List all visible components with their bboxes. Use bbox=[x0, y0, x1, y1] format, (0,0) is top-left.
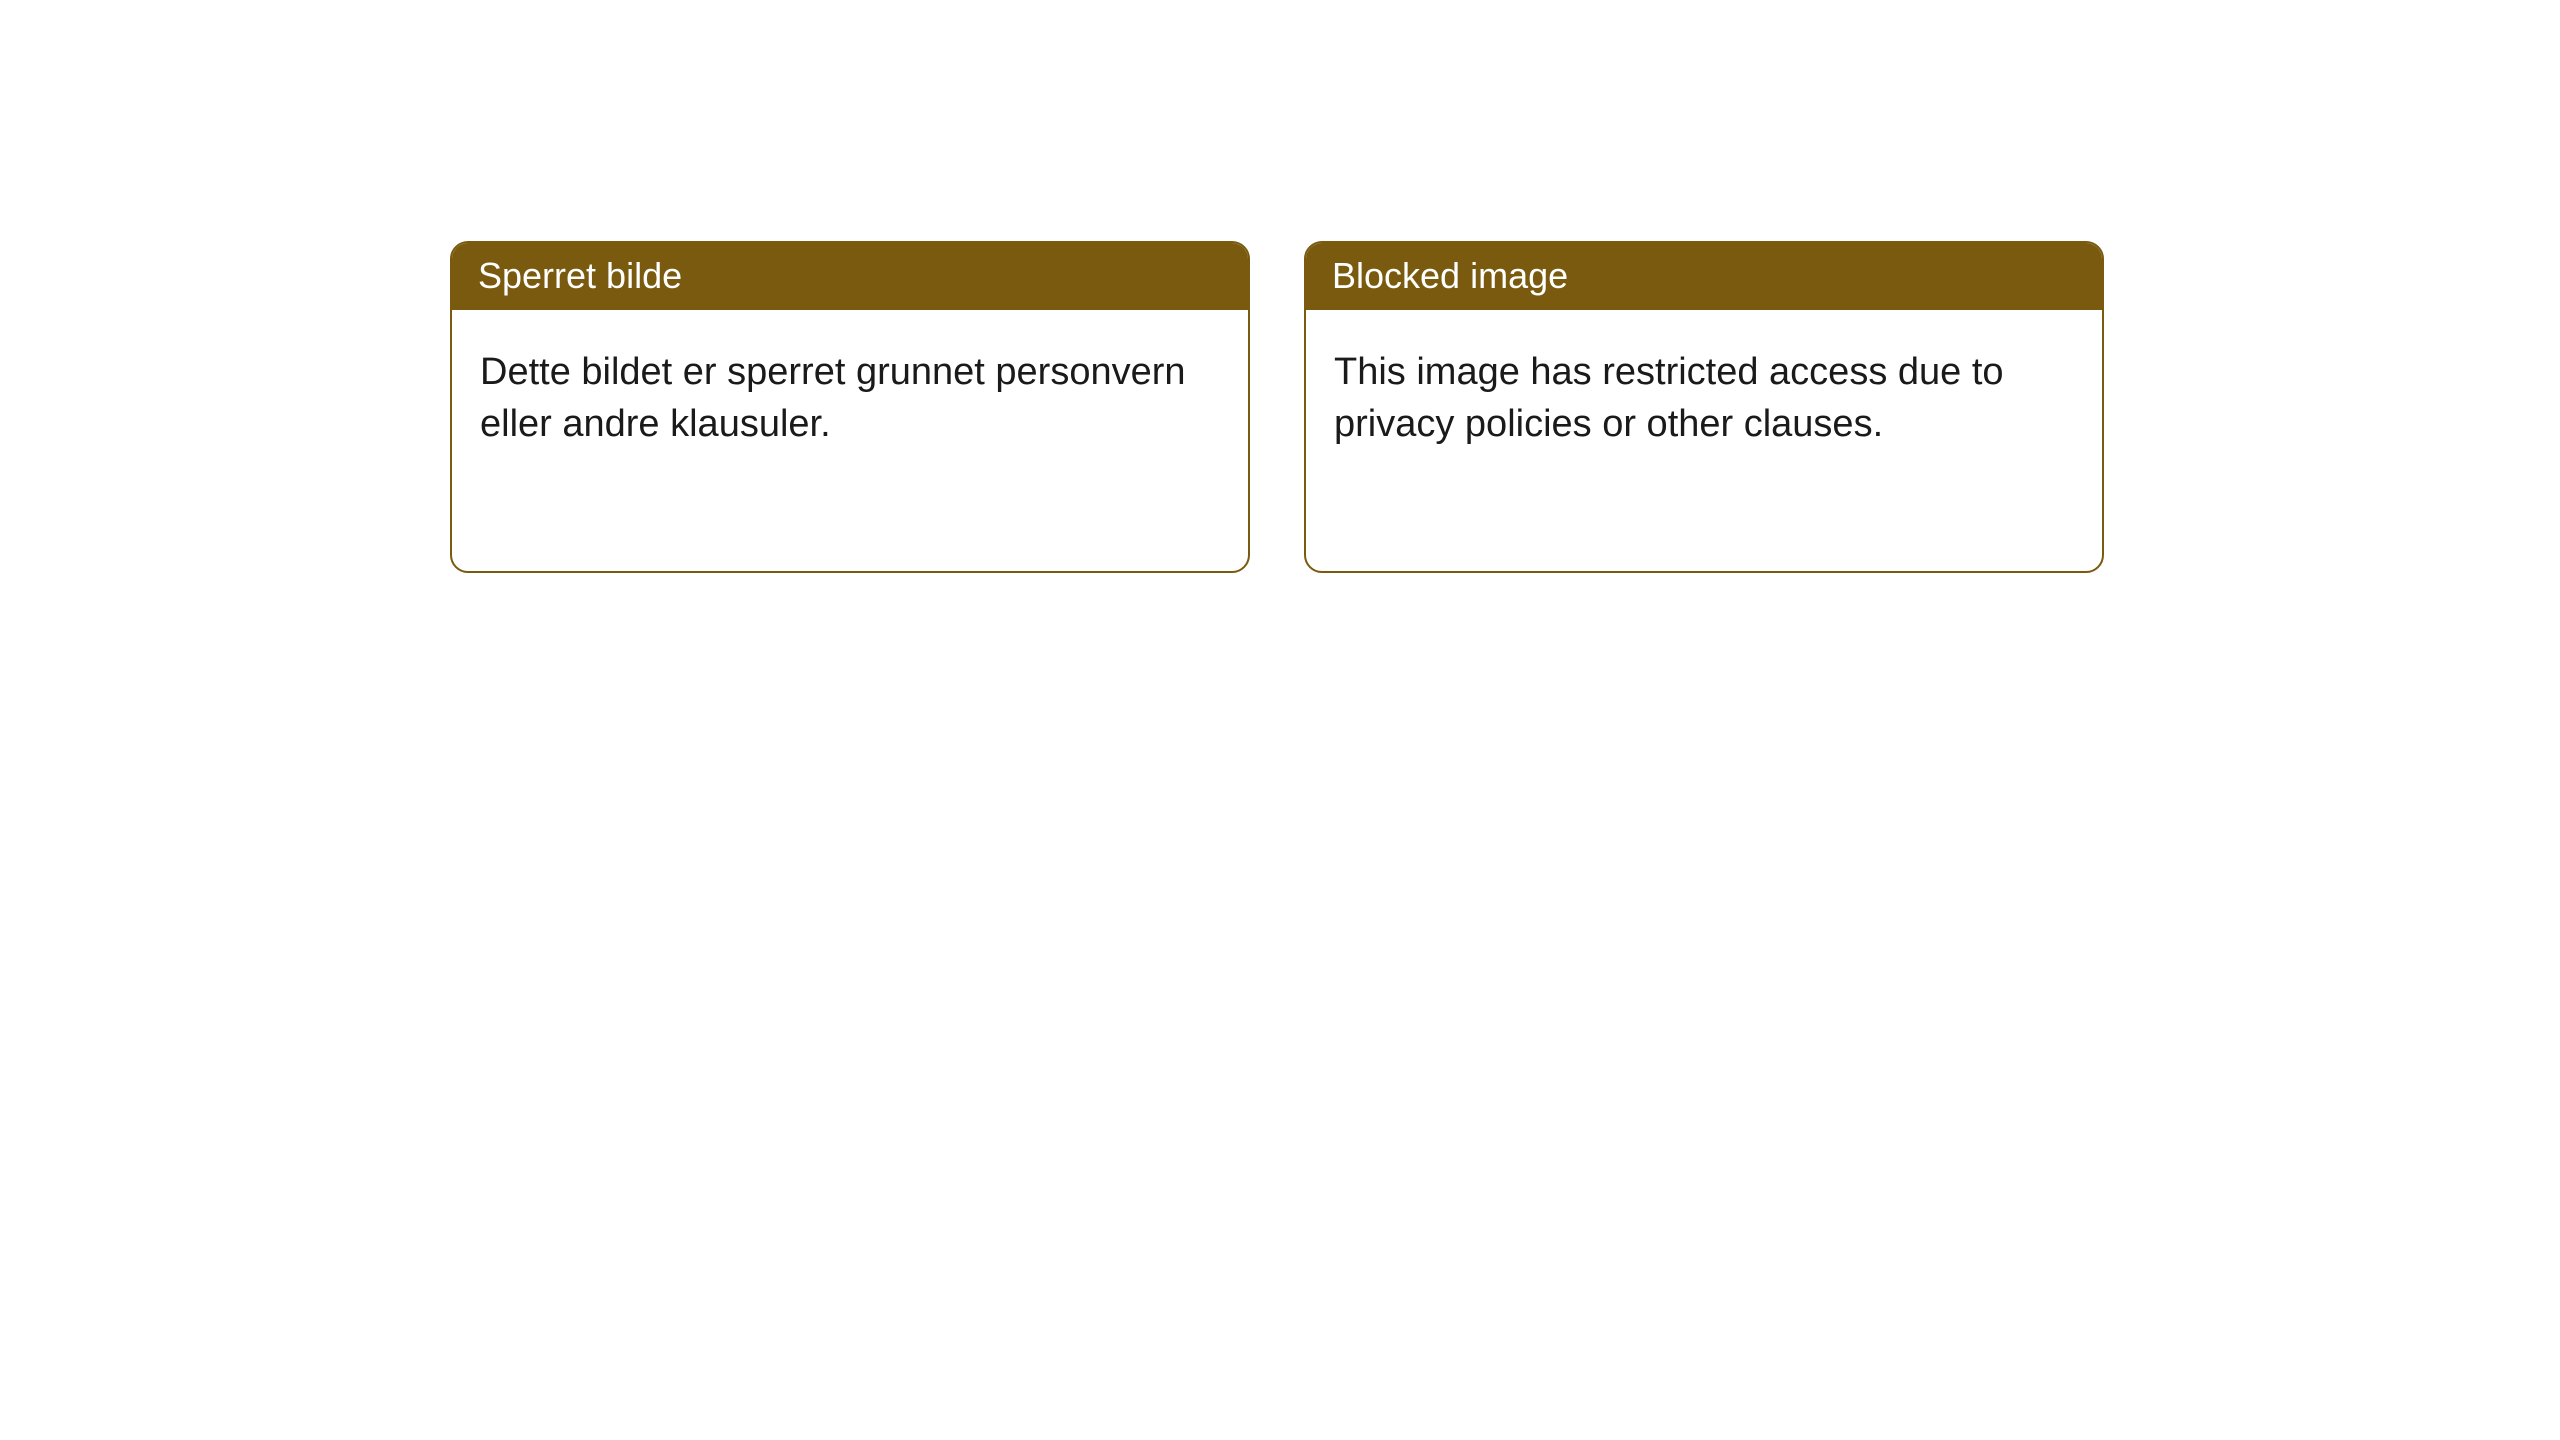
card-body-text: Dette bildet er sperret grunnet personve… bbox=[480, 346, 1220, 450]
blocked-image-card-norwegian: Sperret bilde Dette bildet er sperret gr… bbox=[450, 241, 1250, 573]
card-title: Sperret bilde bbox=[478, 255, 682, 296]
card-header: Sperret bilde bbox=[452, 243, 1248, 310]
card-header: Blocked image bbox=[1306, 243, 2102, 310]
blocked-image-card-english: Blocked image This image has restricted … bbox=[1304, 241, 2104, 573]
card-body: This image has restricted access due to … bbox=[1306, 310, 2102, 478]
card-body: Dette bildet er sperret grunnet personve… bbox=[452, 310, 1248, 478]
cards-container: Sperret bilde Dette bildet er sperret gr… bbox=[450, 241, 2104, 573]
card-title: Blocked image bbox=[1332, 255, 1568, 296]
card-body-text: This image has restricted access due to … bbox=[1334, 346, 2074, 450]
